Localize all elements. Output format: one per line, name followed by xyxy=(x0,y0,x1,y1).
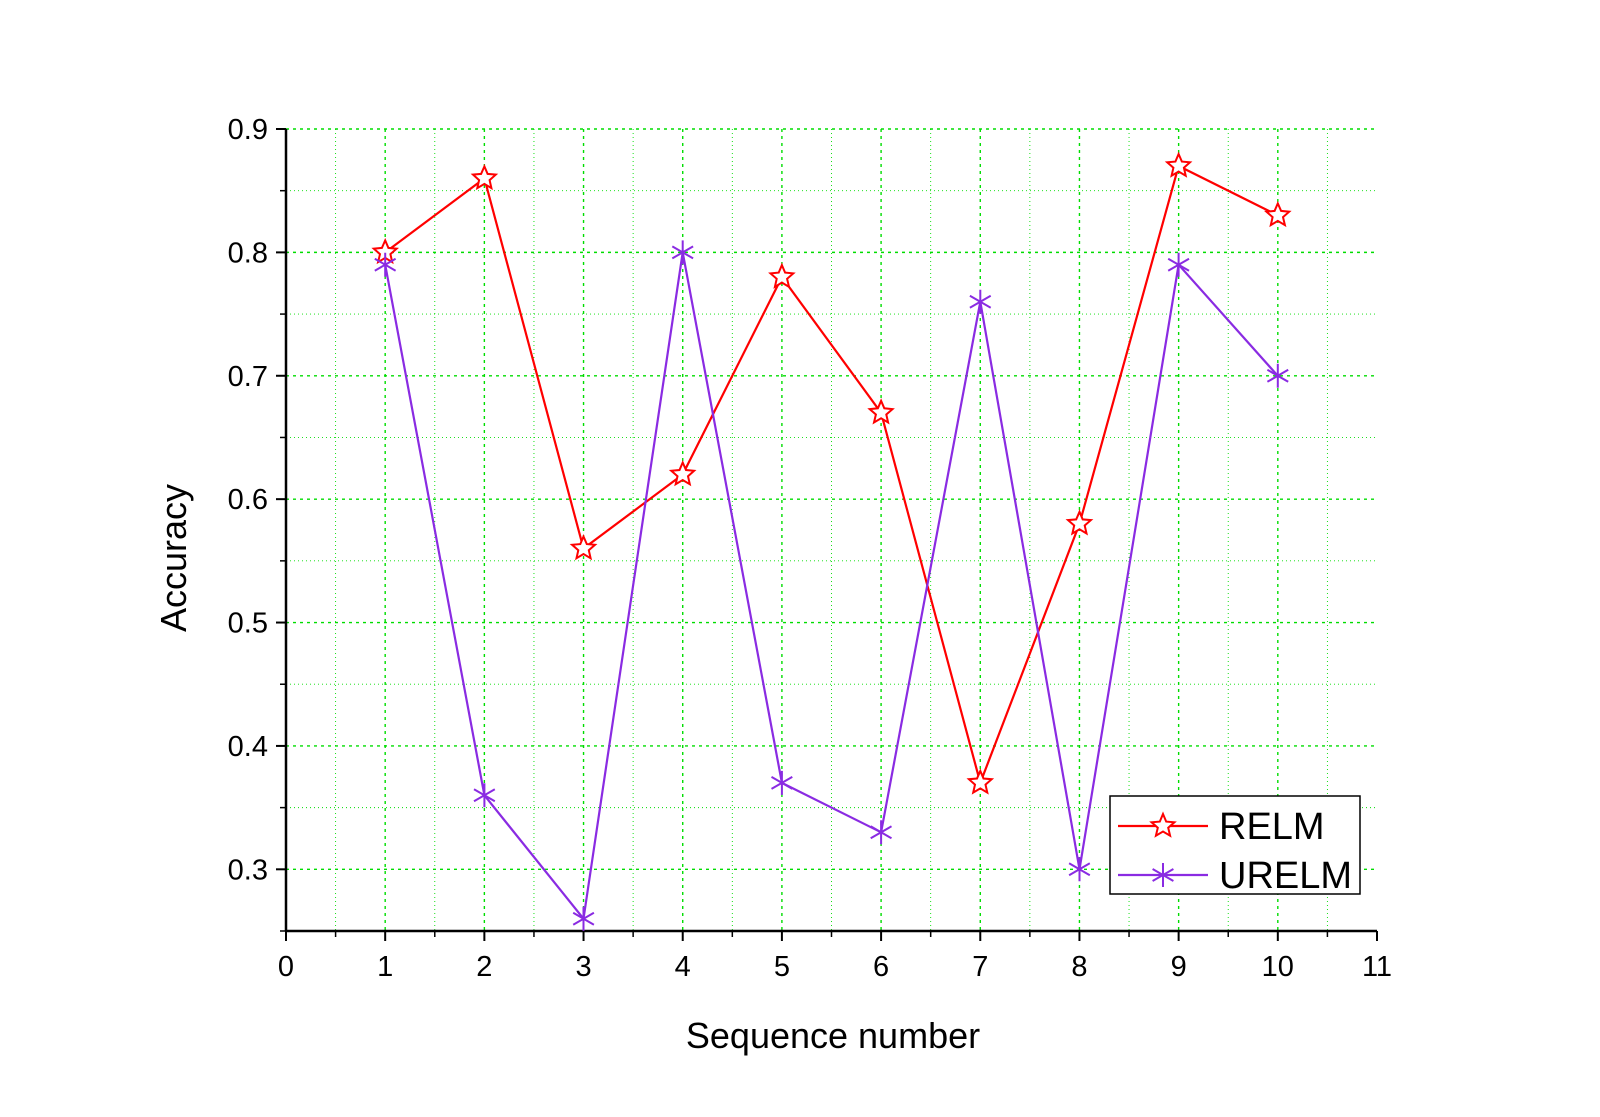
series-line-urelm xyxy=(384,252,1279,922)
x-tick-label: 0 xyxy=(278,951,294,983)
x-tick-label: 8 xyxy=(1071,951,1087,983)
y-tick-label: 0.6 xyxy=(228,484,268,516)
y-axis-title: Accuracy xyxy=(153,484,194,632)
star-marker xyxy=(1149,811,1177,838)
x-tick-label: 7 xyxy=(972,951,988,983)
x-tick-label: 10 xyxy=(1262,951,1294,983)
star-marker xyxy=(569,533,598,561)
x-tick-labels: 0 1 2 3 4 5 6 7 8 9 10 11 xyxy=(278,951,1392,983)
star-marker xyxy=(1164,151,1193,178)
x-tick-label: 2 xyxy=(476,951,492,983)
asterisk-marker xyxy=(671,240,694,265)
x-tick-label: 6 xyxy=(873,951,889,983)
y-tick-label: 0.5 xyxy=(228,608,268,640)
x-tick-label: 3 xyxy=(575,951,591,983)
legend-label-urelm: URELM xyxy=(1219,855,1352,897)
star-marker xyxy=(867,398,895,425)
asterisk-marker xyxy=(1152,863,1174,887)
x-tick-label: 4 xyxy=(675,951,691,983)
asterisk-marker xyxy=(1167,252,1190,277)
series-line-relm xyxy=(384,164,1279,787)
asterisk-marker xyxy=(374,252,397,277)
asterisk-marker xyxy=(473,783,496,808)
series-layer xyxy=(371,151,1292,931)
star-marker xyxy=(668,459,697,487)
star-marker xyxy=(1065,509,1094,536)
y-tick-label: 0.9 xyxy=(228,114,268,146)
x-tick-label: 9 xyxy=(1171,951,1187,983)
x-tick-label: 11 xyxy=(1362,951,1392,983)
x-tick-label: 5 xyxy=(774,951,790,983)
legend-box xyxy=(1109,795,1361,895)
x-tick-label: 1 xyxy=(377,951,393,983)
y-tick-label: 0.7 xyxy=(228,361,268,393)
legend-label-relm: RELM xyxy=(1219,806,1325,848)
y-tick-label: 0.3 xyxy=(228,854,268,886)
asterisk-marker xyxy=(1068,857,1091,882)
asterisk-marker xyxy=(1266,363,1289,388)
star-marker xyxy=(470,163,499,191)
asterisk-marker xyxy=(572,906,595,931)
y-tick-label: 0.8 xyxy=(228,237,268,269)
y-tick-label: 0.4 xyxy=(228,731,268,763)
legend: RELM URELM xyxy=(1109,795,1361,897)
x-axis-title: Sequence number xyxy=(686,1015,980,1056)
asterisk-marker xyxy=(771,770,793,795)
star-marker xyxy=(966,768,995,795)
y-tick-labels: 0.3 0.4 0.5 0.6 0.7 0.8 0.9 xyxy=(228,114,268,886)
asterisk-marker xyxy=(870,820,892,845)
asterisk-marker xyxy=(969,289,992,314)
star-marker xyxy=(1263,200,1292,228)
star-marker xyxy=(768,262,796,289)
axes xyxy=(276,128,1378,941)
